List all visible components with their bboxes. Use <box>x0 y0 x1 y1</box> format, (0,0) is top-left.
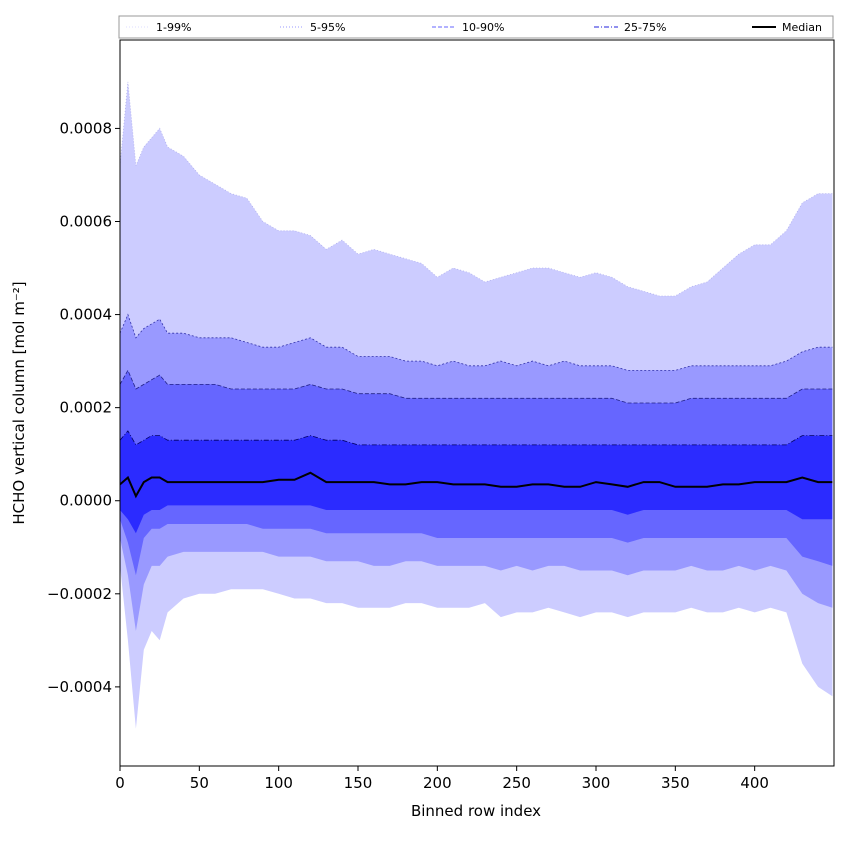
y-tick-label: 0.0004 <box>60 306 113 324</box>
legend-label: 1-99% <box>156 21 191 34</box>
legend-label: 25-75% <box>624 21 666 34</box>
band-upper-edge-1-99% <box>120 81 833 297</box>
legend: 1-99% 5-95% 10-90% 25-75% Median <box>118 15 834 39</box>
x-tick-label: 300 <box>582 774 611 792</box>
x-tick-label: 0 <box>115 774 125 792</box>
legend-label: 5-95% <box>310 21 345 34</box>
x-tick-label: 100 <box>264 774 293 792</box>
band-25-75% <box>120 430 833 534</box>
y-axis-ticks: −0.0004 −0.0002 0.0000 0.0002 0.0004 0.0006 0.… <box>47 119 120 696</box>
x-axis-ticks: 0 50 100 150 200 250 300 350 400 <box>115 766 769 792</box>
legend-label: Median <box>782 21 822 34</box>
y-tick-label: 0.0006 <box>60 213 113 231</box>
x-tick-label: 250 <box>502 774 531 792</box>
y-tick-label: 0.0000 <box>60 492 113 510</box>
band-upper-edge-25-75% <box>120 430 833 446</box>
band-upper-edge-10-90% <box>120 369 833 404</box>
x-tick-label: 150 <box>344 774 373 792</box>
y-tick-label: 0.0002 <box>60 399 113 417</box>
x-tick-label: 50 <box>190 774 209 792</box>
percentile-bands <box>120 81 833 729</box>
legend-box <box>118 15 834 39</box>
legend-label: 10-90% <box>462 21 504 34</box>
median-line <box>120 471 833 499</box>
x-tick-label: 400 <box>740 774 769 792</box>
x-tick-label: 200 <box>423 774 452 792</box>
y-axis-label: HCHO vertical column [mol m⁻²] <box>10 281 28 524</box>
y-tick-label: −0.0004 <box>47 678 112 696</box>
median-layer <box>120 471 833 499</box>
y-tick-label: 0.0008 <box>60 119 113 137</box>
y-tick-label: −0.0002 <box>47 585 112 603</box>
plot-frame <box>119 39 835 767</box>
x-axis-label: Binned row index <box>411 802 541 820</box>
x-tick-label: 350 <box>661 774 690 792</box>
